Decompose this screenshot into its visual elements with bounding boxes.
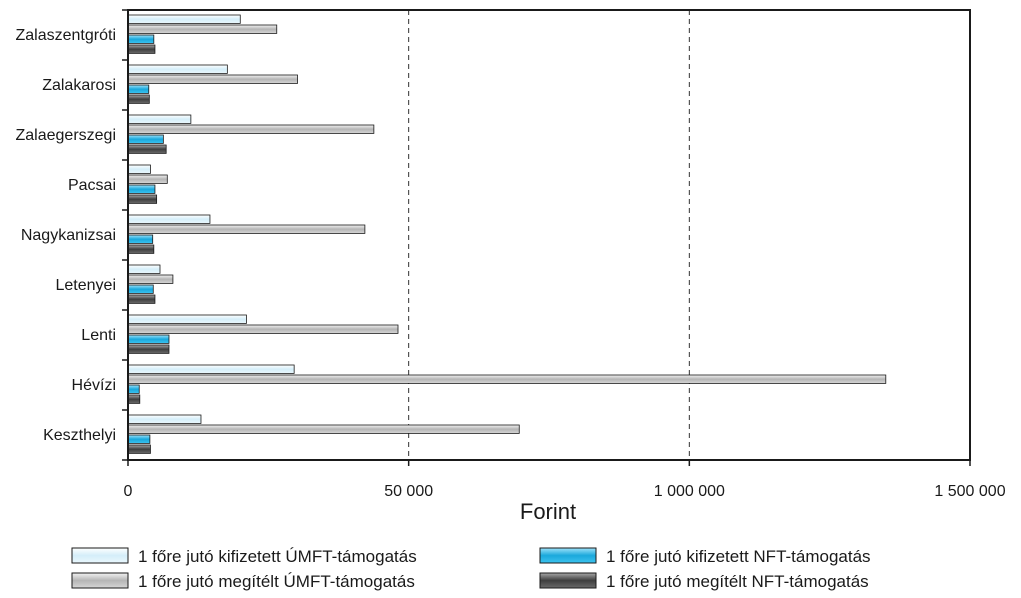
bar-3 bbox=[127, 34, 155, 44]
legend-swatch bbox=[539, 572, 597, 589]
legend: 1 főre jutó kifizetett ÚMFT-támogatás 1 f… bbox=[71, 547, 871, 591]
bar-2 bbox=[127, 324, 399, 334]
bar-1 bbox=[127, 314, 247, 324]
bar-2 bbox=[127, 174, 168, 184]
bar-2 bbox=[127, 374, 887, 384]
bar-2 bbox=[127, 274, 174, 284]
legend-label: 1 főre jutó kifizetett ÚMFT-támogatás bbox=[138, 547, 417, 566]
category-label: Zalaszentgróti bbox=[16, 27, 117, 44]
category-label: Lenti bbox=[81, 327, 116, 344]
bar-1 bbox=[127, 164, 151, 174]
bar-3 bbox=[127, 84, 150, 94]
y-axis: Zalaszentgróti Zalakarosi Zalaegerszegi Pac… bbox=[16, 9, 128, 461]
gridlines bbox=[408, 10, 690, 460]
bar-4 bbox=[127, 294, 156, 304]
legend-label: 1 főre jutó megítélt ÚMFT-támogatás bbox=[138, 572, 415, 591]
bar-2 bbox=[127, 74, 298, 84]
bar-3 bbox=[127, 234, 154, 244]
x-tick-label: 1 500 000 bbox=[934, 483, 1005, 500]
category-label: Letenyei bbox=[56, 277, 117, 294]
category-label: Zalaegerszegi bbox=[16, 127, 117, 144]
bar-4 bbox=[127, 44, 156, 54]
bar-3 bbox=[127, 284, 154, 294]
bar-3 bbox=[127, 134, 164, 144]
legend-label: 1 főre jutó kifizetett NFT-támogatás bbox=[606, 547, 871, 566]
bar-3 bbox=[127, 434, 151, 444]
bar-1 bbox=[127, 14, 241, 24]
legend-label: 1 főre jutó megítélt NFT-támogatás bbox=[606, 572, 869, 591]
bar-4 bbox=[127, 144, 167, 154]
bar-4 bbox=[127, 94, 150, 104]
bar-4 bbox=[127, 344, 170, 354]
x-tick-label: 0 bbox=[124, 483, 133, 500]
legend-swatch bbox=[539, 547, 597, 564]
bar-1 bbox=[127, 64, 228, 74]
bar-2 bbox=[127, 24, 278, 34]
bar-1 bbox=[127, 414, 202, 424]
category-label: Zalakarosi bbox=[42, 77, 116, 94]
bar-4 bbox=[127, 394, 141, 404]
x-tick-label: 1 000 000 bbox=[654, 483, 725, 500]
legend-swatch bbox=[71, 547, 129, 564]
category-label: Hévízi bbox=[72, 377, 116, 394]
bar-1 bbox=[127, 364, 295, 374]
category-label: Keszthelyi bbox=[43, 427, 116, 444]
x-tick-label: 50 000 bbox=[384, 483, 433, 500]
x-axis: 0 50 000 1 000 000 1 500 000 bbox=[124, 460, 1006, 500]
bar-1 bbox=[127, 214, 211, 224]
bar-2 bbox=[127, 424, 520, 434]
bar-1 bbox=[127, 264, 161, 274]
bar-2 bbox=[127, 224, 366, 234]
bar-3 bbox=[127, 184, 156, 194]
bars bbox=[127, 14, 887, 454]
bar-4 bbox=[127, 444, 151, 454]
category-label: Pacsai bbox=[68, 177, 116, 194]
bar-1 bbox=[127, 114, 192, 124]
bar-3 bbox=[127, 384, 140, 394]
bar-4 bbox=[127, 244, 155, 254]
plot-frame bbox=[127, 9, 971, 461]
bar-3 bbox=[127, 334, 170, 344]
x-axis-title: Forint bbox=[520, 499, 576, 524]
bar-2 bbox=[127, 124, 375, 134]
bar-4 bbox=[127, 194, 158, 204]
legend-swatch bbox=[71, 572, 129, 589]
category-label: Nagykanizsai bbox=[21, 227, 116, 244]
